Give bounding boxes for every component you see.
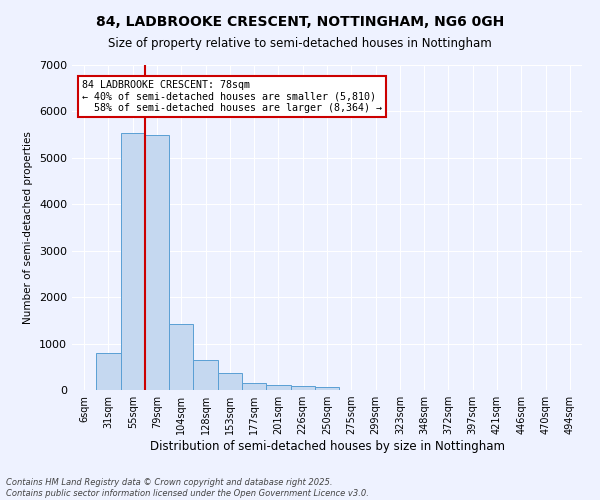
Text: 84, LADBROOKE CRESCENT, NOTTINGHAM, NG6 0GH: 84, LADBROOKE CRESCENT, NOTTINGHAM, NG6 … [96, 15, 504, 29]
Y-axis label: Number of semi-detached properties: Number of semi-detached properties [23, 131, 34, 324]
Bar [290, 386, 315, 390]
Text: 84 LADBROOKE CRESCENT: 78sqm
← 40% of semi-detached houses are smaller (5,810)
 : 84 LADBROOKE CRESCENT: 78sqm ← 40% of se… [82, 80, 382, 113]
Bar [266, 386, 290, 390]
Bar [193, 360, 218, 390]
Bar [218, 374, 242, 390]
Bar [169, 324, 193, 390]
Bar [242, 383, 266, 390]
Bar [96, 354, 121, 390]
X-axis label: Distribution of semi-detached houses by size in Nottingham: Distribution of semi-detached houses by … [149, 440, 505, 453]
Text: Contains HM Land Registry data © Crown copyright and database right 2025.
Contai: Contains HM Land Registry data © Crown c… [6, 478, 369, 498]
Bar [315, 387, 339, 390]
Bar [121, 133, 145, 390]
Bar [145, 135, 169, 390]
Text: Size of property relative to semi-detached houses in Nottingham: Size of property relative to semi-detach… [108, 38, 492, 51]
